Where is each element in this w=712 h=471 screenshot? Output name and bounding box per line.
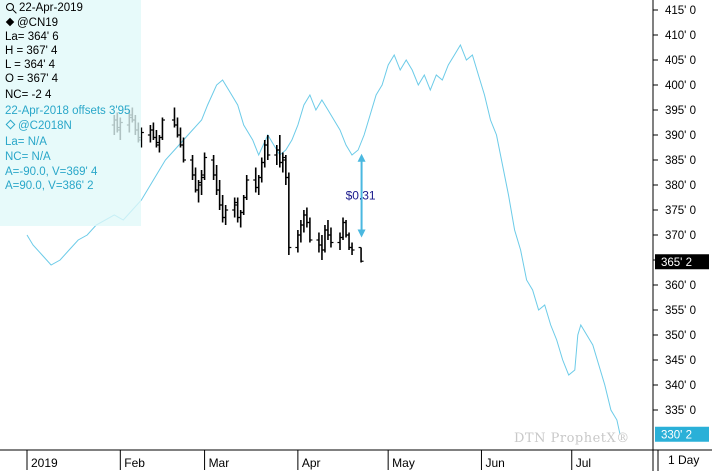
ohlc-bar <box>298 220 304 243</box>
ohlc-bar <box>307 217 313 243</box>
ohlc-bar <box>301 210 307 233</box>
x-tick-label: May <box>392 456 415 470</box>
y-tick-label: 380' 0 <box>665 180 696 192</box>
y-tick-label: 385' 0 <box>665 155 696 167</box>
ohlc-bar <box>153 130 159 148</box>
overlay-series-line <box>26 43 621 434</box>
ohlc-bars <box>111 107 364 263</box>
ohlc-bar <box>199 170 205 195</box>
price-difference-annotation[interactable]: $0.31 <box>346 153 376 238</box>
y-tick-label: 370' 0 <box>665 230 696 242</box>
info-low: L = 364' 4 <box>5 59 56 71</box>
x-tick-label: Jul <box>576 456 591 470</box>
ohlc-bar <box>328 227 334 248</box>
ohlc-bar <box>211 155 217 180</box>
overlay-price-label-bg <box>655 426 709 442</box>
ohlc-bar <box>286 172 292 255</box>
ohlc-bar <box>232 197 238 218</box>
ohlc-bar <box>322 225 328 253</box>
ohlc-bar <box>349 242 355 255</box>
ohlc-bar <box>295 230 301 253</box>
ohlc-bar <box>235 197 241 223</box>
x-tick-label: Jun <box>485 456 504 470</box>
y-tick-label: 405' 0 <box>665 55 696 67</box>
ohlc-bar <box>223 205 229 225</box>
y-tick-label: 340' 0 <box>665 380 696 392</box>
y-tick-label: 400' 0 <box>665 80 696 92</box>
ohlc-bar <box>193 167 199 193</box>
x-tick-label: 2019 <box>31 456 58 470</box>
diamond-solid-icon <box>5 17 15 27</box>
info-last: La= 364' 6 <box>5 31 59 43</box>
info-panel: 22-Apr-2019 @CN19 La= 364' 6 H = 367' 4 … <box>0 0 141 226</box>
y-tick-label: 390' 0 <box>665 130 696 142</box>
info-date: 22-Apr-2019 <box>19 2 83 14</box>
y-tick-label: 360' 0 <box>665 280 696 292</box>
x-tick-label: Feb <box>124 456 145 470</box>
y-tick-label: 355' 0 <box>665 305 696 317</box>
info-date-row: 22-Apr-2019 <box>5 2 83 15</box>
y-tick-label: 350' 0 <box>665 330 696 342</box>
info-symbol-row: @CN19 <box>5 17 58 30</box>
y-tick-label: 375' 0 <box>665 205 696 217</box>
info-open: O = 367' 4 <box>5 73 59 85</box>
overlay-symbol: @C2018N <box>18 120 72 132</box>
current-price-label: 365' 2 <box>661 257 692 269</box>
ohlc-bar <box>196 180 202 203</box>
ohlc-bar <box>283 155 289 185</box>
arrow-down-icon <box>357 229 366 238</box>
ohlc-bar <box>259 157 265 183</box>
ohlc-bar <box>337 232 343 250</box>
info-high: H = 367' 4 <box>5 45 58 57</box>
x-tick-label: Mar <box>209 456 230 470</box>
ohlc-bar <box>181 137 187 163</box>
annotation-label: $0.31 <box>346 189 376 203</box>
ohlc-bar <box>304 207 310 228</box>
arrow-up-icon <box>357 153 366 162</box>
ohlc-bar <box>202 152 208 180</box>
current-price-label-bg <box>655 254 709 270</box>
y-tick-label: 395' 0 <box>665 105 696 117</box>
ohlc-bar <box>159 117 165 140</box>
y-tick-label: 410' 0 <box>665 30 696 42</box>
ohlc-bar <box>253 167 259 193</box>
y-tick-label: 415' 0 <box>665 5 696 17</box>
ohlc-bar <box>316 232 322 253</box>
magnifier-icon <box>6 3 14 11</box>
overlay-symbol-row: @C2018N <box>5 119 72 133</box>
ohlc-bar <box>220 195 226 223</box>
overlay-caption: 22-Apr-2018 offsets 3'95 <box>5 105 131 117</box>
info-symbol: @CN19 <box>17 17 59 29</box>
timeframe-selector[interactable]: 1 Day <box>668 453 700 467</box>
watermark: DTN ProphetX® <box>514 431 630 446</box>
ohlc-bar <box>244 175 250 200</box>
ohlc-bar <box>358 246 364 263</box>
overlay-price-label: 330' 2 <box>661 429 692 441</box>
cursor-b-readout: A=90.0, V=386' 2 <box>5 180 94 192</box>
overlay-last: La= N/A <box>5 136 47 148</box>
ohlc-bar <box>280 152 286 173</box>
ohlc-bar <box>147 125 153 143</box>
overlay-net-change: NC= N/A <box>5 151 51 163</box>
ohlc-bar <box>340 217 346 240</box>
ohlc-bar <box>190 155 196 180</box>
y-tick-label: 345' 0 <box>665 355 696 367</box>
ohlc-bar <box>265 135 271 160</box>
ohlc-bar <box>325 220 331 240</box>
y-tick-label: 335' 0 <box>665 405 696 417</box>
ohlc-bar <box>262 140 268 168</box>
diamond-hollow-icon <box>5 119 16 130</box>
overlay-line <box>26 43 621 434</box>
info-net-change: NC= -2 4 <box>5 89 52 101</box>
ohlc-bar <box>319 235 325 260</box>
x-tick-label: Apr <box>302 456 321 470</box>
cursor-a-readout: A=-90.0, V=369' 4 <box>5 166 98 178</box>
